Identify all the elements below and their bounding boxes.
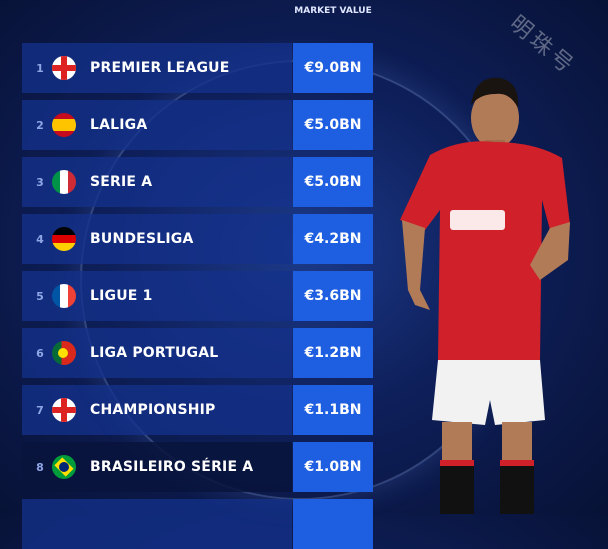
table-row: 8 BRASILEIRO SÉRIE A €1.0BN <box>22 442 373 492</box>
rank: 2 <box>36 118 44 132</box>
player-image <box>400 77 570 514</box>
league-name: LIGUE 1 <box>90 288 153 304</box>
table-row: 2 LALIGA €5.0BN <box>22 100 373 150</box>
germany-flag-icon <box>52 227 76 251</box>
brazil-flag-icon <box>52 455 76 479</box>
league-cell: 1 PREMIER LEAGUE <box>22 43 292 93</box>
league-name: CHAMPIONSHIP <box>90 402 216 418</box>
market-value <box>293 499 373 549</box>
league-cell: 6 LIGA PORTUGAL <box>22 328 292 378</box>
rank: 4 <box>36 232 44 246</box>
market-value-header: MARKET VALUE <box>294 6 372 16</box>
league-name: BUNDESLIGA <box>90 231 194 247</box>
england-flag-icon <box>52 398 76 422</box>
table-row: 3 SERIE A €5.0BN <box>22 157 373 207</box>
league-cell: 7 CHAMPIONSHIP <box>22 385 292 435</box>
market-value: €1.0BN <box>293 442 373 492</box>
market-value: €9.0BN <box>293 43 373 93</box>
table-row: 1 PREMIER LEAGUE €9.0BN <box>22 43 373 93</box>
league-cell: 5 LIGUE 1 <box>22 271 292 321</box>
table-row: 7 CHAMPIONSHIP €1.1BN <box>22 385 373 435</box>
rank: 5 <box>36 289 44 303</box>
league-name: BRASILEIRO SÉRIE A <box>90 459 254 475</box>
market-value: €5.0BN <box>293 100 373 150</box>
market-value: €1.1BN <box>293 385 373 435</box>
table-row: 4 BUNDESLIGA €4.2BN <box>22 214 373 264</box>
rank: 6 <box>36 346 44 360</box>
rank: 1 <box>36 61 44 75</box>
italy-flag-icon <box>52 170 76 194</box>
league-cell: 3 SERIE A <box>22 157 292 207</box>
league-name: LALIGA <box>90 117 148 133</box>
league-cell: 4 BUNDESLIGA <box>22 214 292 264</box>
market-value: €1.2BN <box>293 328 373 378</box>
england-flag-icon <box>52 56 76 80</box>
league-cell <box>22 499 292 549</box>
league-name: PREMIER LEAGUE <box>90 60 230 76</box>
france-flag-icon <box>52 284 76 308</box>
rank: 3 <box>36 175 44 189</box>
league-cell: 8 BRASILEIRO SÉRIE A <box>22 442 292 492</box>
table-row: 5 LIGUE 1 €3.6BN <box>22 271 373 321</box>
league-name: SERIE A <box>90 174 153 190</box>
table-row: 6 LIGA PORTUGAL €1.2BN <box>22 328 373 378</box>
market-value: €5.0BN <box>293 157 373 207</box>
rank: 7 <box>36 403 44 417</box>
spain-flag-icon <box>52 113 76 137</box>
rank: 8 <box>36 460 44 474</box>
table-row-partial <box>22 499 373 549</box>
league-cell: 2 LALIGA <box>22 100 292 150</box>
league-name: LIGA PORTUGAL <box>90 345 219 361</box>
market-value: €4.2BN <box>293 214 373 264</box>
portugal-flag-icon <box>52 341 76 365</box>
market-value: €3.6BN <box>293 271 373 321</box>
